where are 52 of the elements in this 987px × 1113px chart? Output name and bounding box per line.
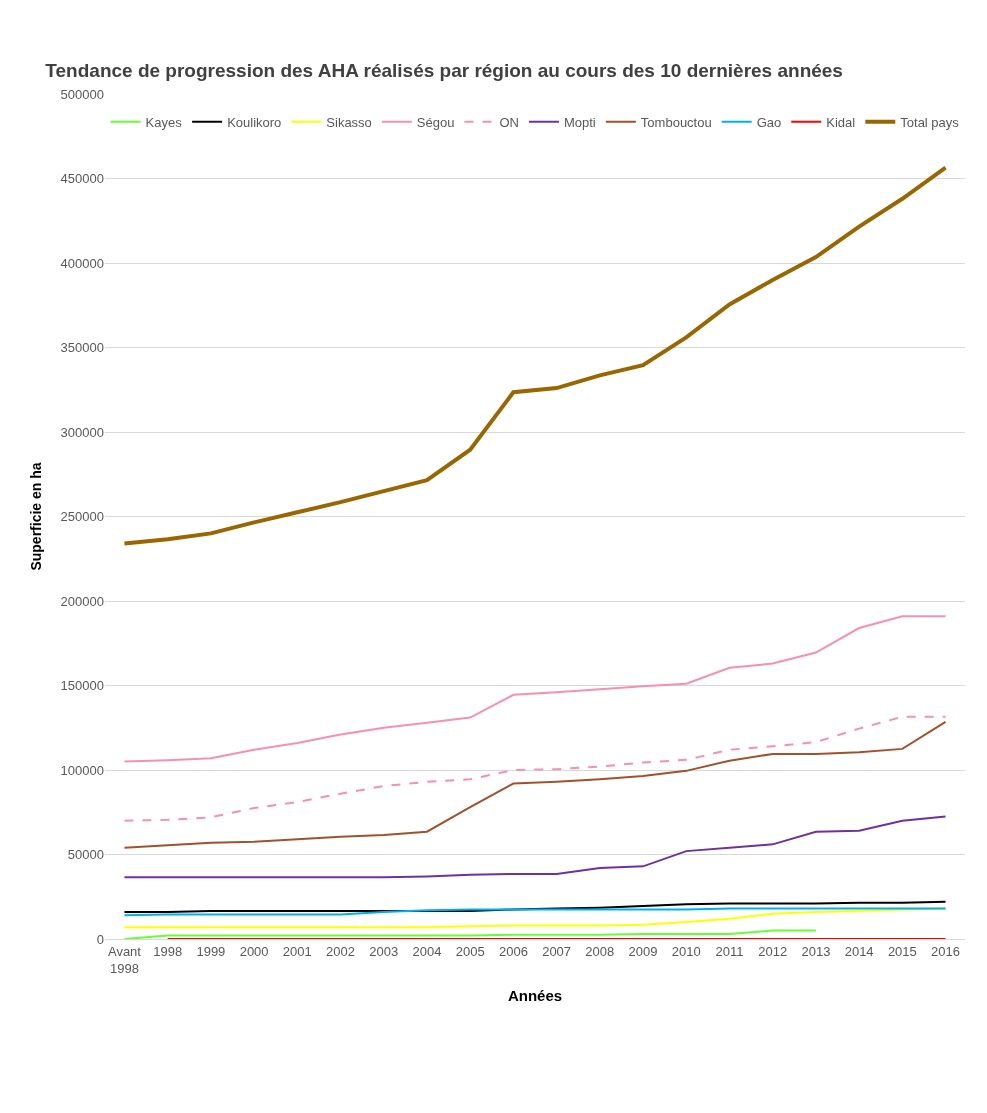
line-series bbox=[123, 720, 947, 849]
y-tick-label: 350000 bbox=[60, 340, 104, 356]
x-tick-label: 2008 bbox=[585, 943, 615, 959]
x-tick-label: 2002 bbox=[326, 943, 355, 959]
x-tick-label: Avant 1998 bbox=[107, 943, 142, 976]
line-series bbox=[123, 615, 947, 763]
legend-label: Mopti bbox=[563, 114, 596, 130]
legend-label: Ségou bbox=[416, 114, 455, 130]
y-tick-label: 250000 bbox=[60, 509, 104, 525]
x-tick-label: 2010 bbox=[671, 943, 701, 959]
x-tick-label: 1999 bbox=[196, 943, 226, 959]
y-axis-title: Superficie en ha bbox=[28, 462, 45, 571]
line-series bbox=[123, 900, 947, 913]
x-tick-label: 2007 bbox=[542, 943, 572, 959]
x-tick-label: 2001 bbox=[282, 943, 312, 959]
legend-label: Kidal bbox=[826, 114, 856, 130]
y-tick-label: 200000 bbox=[60, 593, 104, 609]
x-axis-title: Années bbox=[507, 986, 563, 1004]
line-series bbox=[123, 815, 947, 879]
x-tick-label: 2012 bbox=[758, 943, 788, 959]
legend-label: Tombouctou bbox=[640, 114, 712, 130]
line-series bbox=[123, 715, 947, 822]
x-tick-label: 2014 bbox=[844, 943, 874, 959]
legend-label: ON bbox=[499, 114, 519, 130]
y-tick-label: 50000 bbox=[67, 847, 104, 863]
legend-label: Total pays bbox=[900, 114, 960, 130]
chart-title: Tendance de progression des AHA réalisés par région au cours des 10 dernières années bbox=[45, 59, 843, 81]
x-tick-label: 1998 bbox=[153, 943, 183, 959]
legend-label: Sikasso bbox=[326, 114, 372, 130]
x-tick-label: 2016 bbox=[931, 943, 961, 959]
x-tick-label: 2015 bbox=[887, 943, 917, 959]
y-tick-label: 400000 bbox=[60, 255, 104, 271]
legend-label: Gao bbox=[756, 114, 782, 130]
x-tick-label: 2009 bbox=[628, 943, 658, 959]
x-tick-label: 2000 bbox=[239, 943, 269, 959]
x-tick-label: 2013 bbox=[801, 943, 831, 959]
line-series bbox=[123, 907, 947, 917]
x-tick-label: 2005 bbox=[455, 943, 485, 959]
legend-label: Koulikoro bbox=[227, 114, 282, 130]
legend-label: Kayes bbox=[145, 114, 183, 130]
y-tick-label: 450000 bbox=[60, 171, 104, 187]
line-series bbox=[123, 929, 817, 939]
line-series bbox=[122, 165, 948, 546]
x-tick-label: 2004 bbox=[412, 943, 442, 959]
x-tick-label: 2006 bbox=[498, 943, 528, 959]
y-tick-label: 300000 bbox=[60, 424, 104, 440]
x-tick-label: 2003 bbox=[369, 943, 399, 959]
y-tick-label: 0 bbox=[96, 931, 104, 947]
y-tick-label: 500000 bbox=[60, 86, 104, 102]
x-tick-label: 2011 bbox=[715, 943, 744, 959]
y-tick-label: 150000 bbox=[60, 678, 104, 694]
y-tick-label: 100000 bbox=[60, 762, 104, 778]
